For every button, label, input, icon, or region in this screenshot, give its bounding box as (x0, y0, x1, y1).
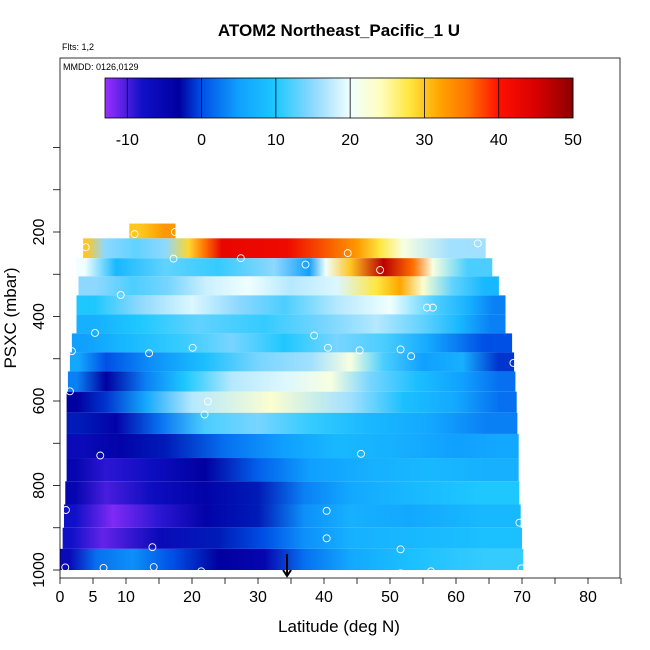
plot-frame (59, 57, 621, 579)
pressure-band (62, 527, 522, 549)
y-tick-label: 200 (31, 219, 48, 246)
x-axis-label: Latitude (deg N) (278, 617, 400, 636)
sample-points (61, 228, 526, 578)
pressure-band (76, 314, 506, 334)
sample-point (145, 349, 154, 358)
y-axis-label: PSXC (mbar) (1, 267, 20, 368)
colorbar-ticks: -10 0 10 20 30 40 50 (116, 78, 582, 149)
y-tick-label: 800 (31, 472, 48, 499)
sample-point (407, 352, 416, 361)
colorbar-gradient (104, 77, 574, 119)
sample-point (322, 534, 331, 543)
pressure-band (71, 333, 513, 353)
sample-point (61, 506, 70, 514)
sample-point (200, 410, 209, 419)
sample-point (67, 347, 76, 356)
x-tick-label: 80 (579, 589, 597, 606)
sample-point (130, 230, 139, 239)
x-tick-label: 60 (447, 589, 465, 606)
pressure-band (67, 371, 516, 392)
sample-point (197, 567, 206, 576)
heatmap-cells (60, 223, 524, 570)
pressure-band (66, 433, 519, 459)
colorbar-tick-label: 20 (341, 132, 359, 149)
sample-point (324, 343, 332, 352)
sample-point (61, 563, 70, 572)
x-tick-label: 20 (183, 589, 201, 606)
sample-point (322, 506, 331, 515)
pressure-band (69, 352, 515, 372)
x-tick-label: 30 (249, 589, 267, 606)
sample-point (423, 303, 431, 312)
sample-point (357, 449, 365, 458)
sample-point (116, 291, 125, 299)
pressure-band (66, 458, 519, 482)
sample-point (358, 570, 367, 578)
sample-point (396, 345, 405, 354)
pressure-band (60, 548, 524, 570)
latitude-marker-arrow (282, 554, 292, 578)
sample-point (99, 563, 108, 572)
colorbar-tick-label: 30 (416, 132, 434, 149)
colorbar-tick-label: 50 (564, 132, 582, 149)
x-tick-label: 5 (89, 589, 98, 606)
flights-note: Flts: 1,2 (62, 42, 94, 52)
sample-point (96, 451, 105, 460)
sample-point (170, 228, 179, 236)
sample-point (376, 266, 385, 274)
colorbar-tick-label: 40 (490, 132, 508, 149)
x-tick-label: 10 (117, 589, 135, 606)
y-axis: 200 400 600 800 1000 (31, 147, 60, 588)
pressure-band (66, 412, 518, 434)
y-tick-label: 600 (31, 388, 48, 415)
pressure-band (76, 295, 506, 315)
sample-point (343, 249, 352, 258)
sample-point (396, 545, 405, 554)
sample-point (428, 303, 437, 312)
pressure-band (129, 223, 176, 239)
colorbar-tick-label: 0 (197, 132, 206, 149)
chart-title: ATOM2 Northeast_Pacific_1 U (218, 21, 460, 40)
pressure-band (63, 504, 521, 528)
pressure-band (83, 238, 486, 259)
sample-point (301, 260, 310, 269)
sample-point (149, 563, 158, 571)
dates-note: MMDD: 0126,0129 (63, 62, 139, 72)
pressure-band (76, 258, 493, 277)
sample-point (517, 564, 526, 573)
sample-point (188, 343, 197, 352)
colorbar-tick-label: 10 (267, 132, 285, 149)
sample-point (396, 569, 405, 578)
x-tick-label: 50 (381, 589, 399, 606)
sample-point (355, 346, 364, 355)
pressure-band (65, 481, 520, 505)
sample-point (148, 543, 157, 552)
sample-point (515, 518, 524, 527)
sample-point (65, 387, 74, 396)
x-tick-label: 40 (315, 589, 333, 606)
sample-point (426, 567, 435, 576)
y-tick-label: 400 (31, 303, 48, 330)
sample-point (91, 329, 99, 337)
x-axis: 0 5 10 20 30 40 50 60 70 80 (56, 578, 622, 606)
sample-point (236, 254, 245, 263)
sample-point (81, 243, 90, 252)
pressure-band (78, 276, 499, 296)
sample-point (203, 397, 212, 406)
colorbar-tick-label: -10 (116, 132, 139, 149)
colorbar: -10 0 10 20 30 40 50 (104, 77, 582, 149)
sample-point (473, 239, 482, 248)
sample-point (169, 254, 178, 263)
sample-point (310, 331, 319, 340)
pressure-band (66, 391, 517, 413)
sample-point (509, 359, 518, 367)
x-tick-label: 70 (513, 589, 531, 606)
x-tick-label: 0 (56, 589, 65, 606)
y-tick-label: 1000 (31, 552, 48, 588)
